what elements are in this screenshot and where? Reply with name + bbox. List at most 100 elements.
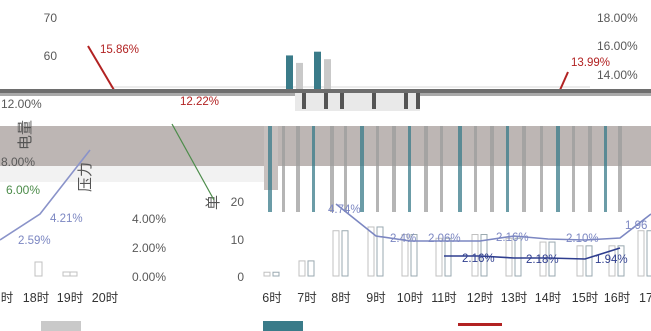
overlap-stripe [416,93,420,109]
front-bar-gray [539,241,547,277]
front-bar-gray [576,245,584,277]
front-lines [0,123,651,260]
front-line-label: 2.06% [428,233,461,245]
front-line-label: 2.59% [18,235,51,247]
overlap-stripe [540,126,543,212]
overlap-stripe [302,93,306,109]
back-red-label: 12.22% [180,96,219,108]
front-bar-teal [272,271,280,277]
category-label: 8时 [331,291,351,305]
overlap-stripe [506,126,509,212]
back-bars [286,51,331,89]
front-bar-teal [514,237,522,277]
category-label: 11时 [431,291,457,305]
back-bar-gray [296,62,303,89]
front-bar-gray [298,260,306,277]
category-label: 18时 [23,291,50,305]
overlap-stripe [376,126,379,212]
overlap-stripe [522,126,526,212]
overlap-stripe [490,126,494,212]
front-bar-teal [410,234,418,277]
front-line-label: 1.94% [595,254,628,266]
legend [41,321,502,331]
front-bar-gray [608,245,616,277]
left-pct-tick: 4.00% [132,212,166,226]
front-bar-gray [34,261,43,277]
front-left-tick: 0 [237,270,244,284]
front-bar-teal [307,260,315,277]
overlap-stripe [618,126,622,212]
front-bar-teal [341,230,349,277]
front-bar-gray [637,230,645,277]
overlap-stripe [360,126,364,212]
category-label: 6时 [262,291,282,305]
category-label: 10时 [397,291,424,305]
category-axis: 6时 7时 8时 9时 10时 11时 12时 13时 14时 15时 16时 17 [262,291,651,305]
front-bar-gray [367,226,375,277]
overlap-stripe [344,126,347,212]
category-label: 20时 [92,291,119,305]
overlap-stripe [330,126,334,212]
back-red-label: 13.99% [571,57,610,69]
overlap-stripe [408,126,411,212]
overlap-stripe [296,126,300,212]
category-label: 12时 [467,291,494,305]
front-bar-gray [62,271,71,277]
back-left-tick: 60 [44,49,58,63]
front-bar-teal [585,245,593,277]
overlap-stripe [404,93,408,109]
overlap-stripe [268,126,272,212]
right-tick-fragment: 8.00% [1,155,35,169]
overlap-stripe [458,126,462,212]
back-bar-teal [286,55,293,89]
front-bar-teal [376,226,384,277]
back-red-line-left [87,45,115,91]
front-chart: 20 10 0 4.00% 2.00% 0.00% 4.21% 2.59% 4.… [0,123,651,305]
front-bar-teal [480,234,488,277]
overlap-stripe [340,93,344,109]
back-right-tick: 16.00% [597,39,638,53]
front-line-label: 4.74% [328,204,361,216]
category-label: 17 [639,291,651,305]
y-axis-label-fragment: 压力 [77,162,94,192]
front-line-label: 2.4% [390,233,416,245]
front-line-left [0,149,91,241]
back-red-label: 15.86% [100,44,139,56]
front-left-tick: 20 [231,195,245,209]
left-pct-tick: 2.00% [132,241,166,255]
overlap-stripe [282,126,285,212]
front-line-label: 2.18% [526,254,559,266]
back-bar-teal [314,51,321,89]
front-line-green [171,123,215,201]
front-bar-gray [69,271,78,277]
overlap-stripe [372,93,376,109]
front-line-label: 2.10% [566,233,599,245]
front-line-pale [335,203,651,242]
category-label: 19时 [57,291,84,305]
overlap-stripe [312,126,315,212]
front-left-tick: 10 [231,233,245,247]
y-axis-label-fragment: 电量 [17,120,34,150]
overlap-stripe [588,126,592,212]
back-bar-gray [324,59,331,89]
right-tick-fragment: 12.00% [1,97,42,111]
front-bar-teal [646,230,651,277]
category-label: 9时 [366,291,386,305]
front-line-label: 2.16% [496,232,529,244]
category-label: 7时 [297,291,317,305]
front-line-label: 1.96 [625,220,647,232]
back-right-tick: 14.00% [597,68,638,82]
front-bar-teal [444,237,452,277]
front-bar-teal [548,241,556,277]
category-label: 13时 [501,291,528,305]
front-line-label: 4.21% [50,213,83,225]
back-right-tick: 18.00% [597,11,638,25]
overlap-stripe [440,126,443,212]
overlap-stripe [572,126,575,212]
front-line-blue [444,247,621,260]
category-label: 15时 [572,291,599,305]
left-category-axis: 时 18时 19时 20时 [1,291,119,305]
overlap-stripe [392,126,396,212]
